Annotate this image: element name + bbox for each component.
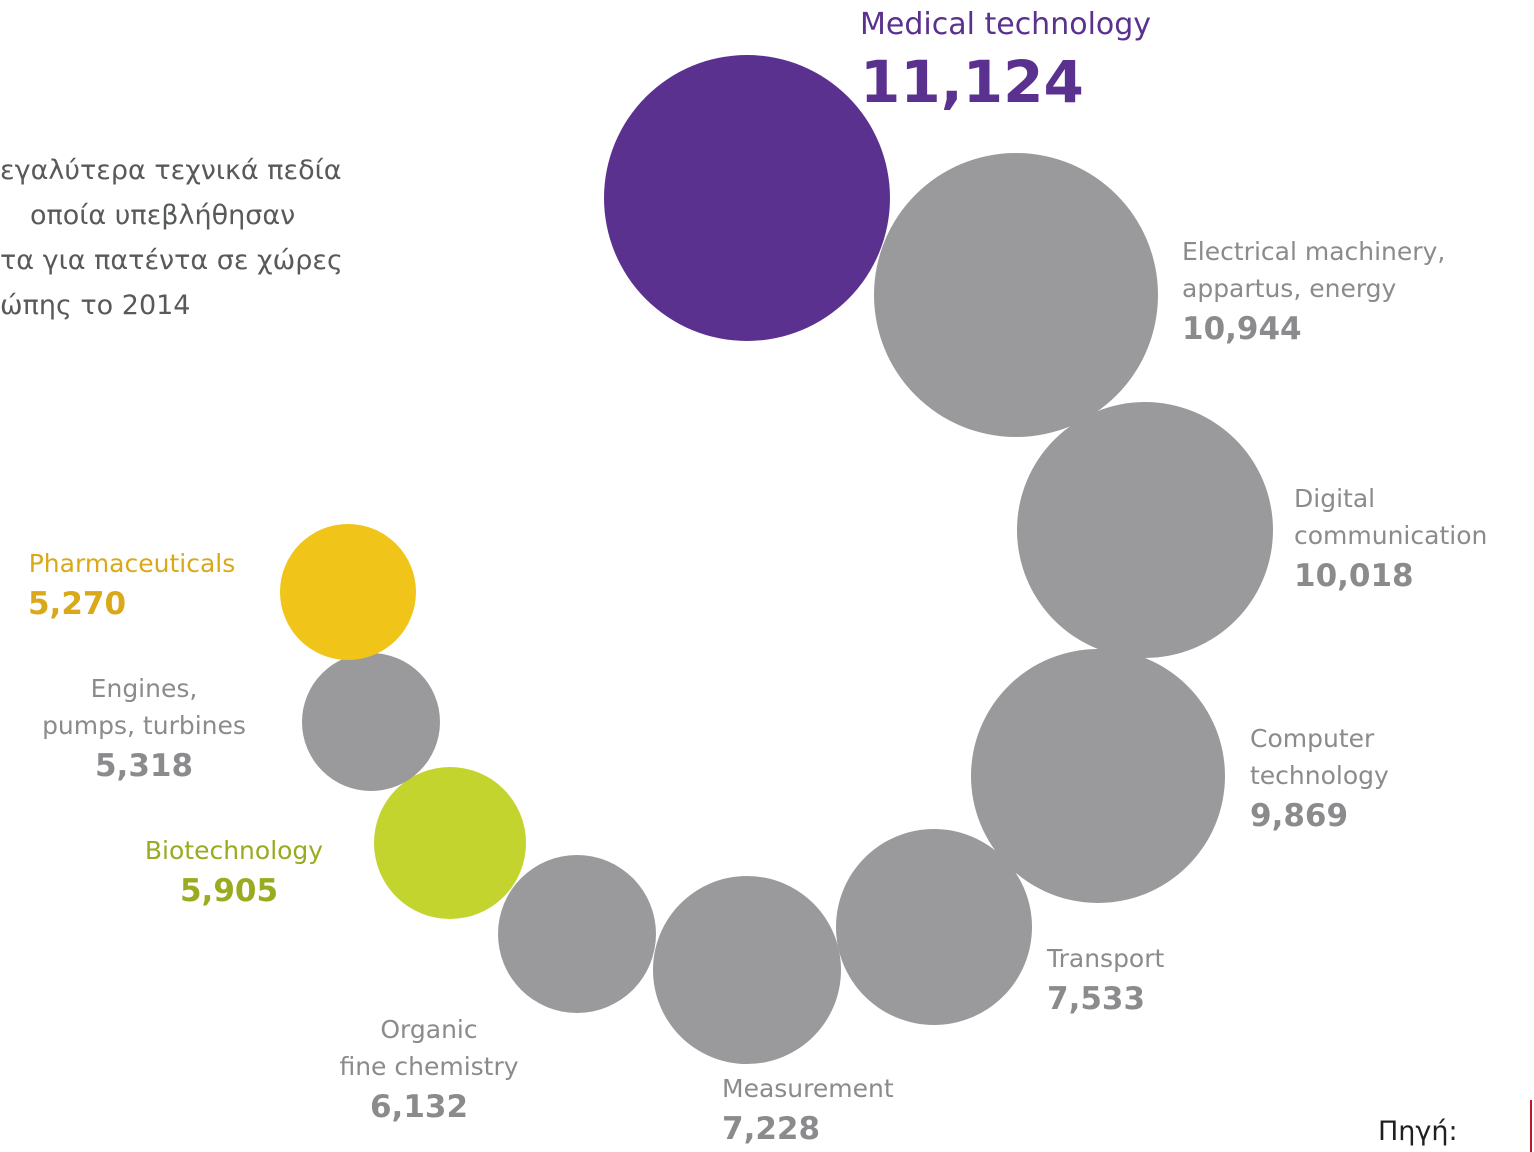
bubble-value: 6,132 xyxy=(369,1089,469,1125)
bubble-name: pumps, turbines xyxy=(42,711,246,740)
bubble xyxy=(971,649,1225,903)
bubble-name: Biotechnology xyxy=(144,836,324,865)
bubble xyxy=(498,855,656,1013)
bubble xyxy=(653,876,841,1064)
bubble xyxy=(280,524,416,660)
bubble-label: Digital communication 10,018 xyxy=(1294,480,1487,598)
bubble-name: appartus, energy xyxy=(1182,274,1397,303)
bubble-name: Digital xyxy=(1294,484,1376,513)
bubble-value: 10,018 xyxy=(1294,558,1414,594)
bubble-name: Transport xyxy=(1047,944,1165,973)
bubble-value: 5,905 xyxy=(179,873,279,909)
bubble xyxy=(604,55,890,341)
bubble-label: Biotechnology 5,905 xyxy=(114,832,354,913)
bubble-label: Organic fine chemistry 6,132 xyxy=(309,1011,549,1129)
bubble-name: Organic xyxy=(380,1015,478,1044)
edge-accent-bar xyxy=(1530,1100,1532,1152)
heading-line: οποία υπεβλήθησαν xyxy=(30,200,296,231)
bubble-label: Computer technology 9,869 xyxy=(1250,720,1389,838)
bubble xyxy=(874,153,1158,437)
bubble-name: communication xyxy=(1294,521,1488,550)
bubble-name: Medical technology xyxy=(860,7,1152,42)
chart-heading: εγαλύτερα τεχνικά πεδία οποία υπεβλήθησα… xyxy=(0,148,500,328)
bubble-label: Medical technology 11,124 xyxy=(860,2,1151,116)
bubble-value: 7,228 xyxy=(722,1111,821,1147)
bubble-name: Electrical machinery, xyxy=(1182,237,1446,266)
bubble-label: Transport 7,533 xyxy=(1047,940,1164,1021)
bubble-name: fine chemistry xyxy=(339,1052,519,1081)
bubble-value: 9,869 xyxy=(1250,798,1349,834)
bubble-label: Electrical machinery, appartus, energy 10,… xyxy=(1182,233,1445,351)
heading-line: τα για πατέντα σε χώρες xyxy=(0,245,343,276)
bubble xyxy=(374,767,526,919)
bubble-name: Engines, xyxy=(90,674,198,703)
bubble xyxy=(302,653,440,791)
bubble-name: Measurement xyxy=(722,1074,894,1103)
bubble-value: 5,318 xyxy=(94,748,194,784)
bubble-label: Engines, pumps, turbines 5,318 xyxy=(4,670,284,788)
bubble-value: 10,944 xyxy=(1182,311,1302,347)
bubble-name: Computer xyxy=(1250,724,1375,753)
heading-line: εγαλύτερα τεχνικά πεδία xyxy=(0,155,342,186)
bubble xyxy=(1017,402,1273,658)
bubble xyxy=(836,829,1032,1025)
heading-line: ώπης το 2014 xyxy=(0,290,191,321)
bubble-label: Measurement 7,228 xyxy=(722,1070,894,1151)
bubble-label: Pharmaceuticals 5,270 xyxy=(2,545,262,626)
bubble-value: 7,533 xyxy=(1047,981,1146,1017)
bubble-value: 5,270 xyxy=(27,586,127,622)
source-label: Πηγή: xyxy=(1378,1116,1458,1147)
bubble-name: Pharmaceuticals xyxy=(28,549,236,578)
bubble-value: 11,124 xyxy=(860,48,1084,116)
bubble-name: technology xyxy=(1250,761,1389,790)
